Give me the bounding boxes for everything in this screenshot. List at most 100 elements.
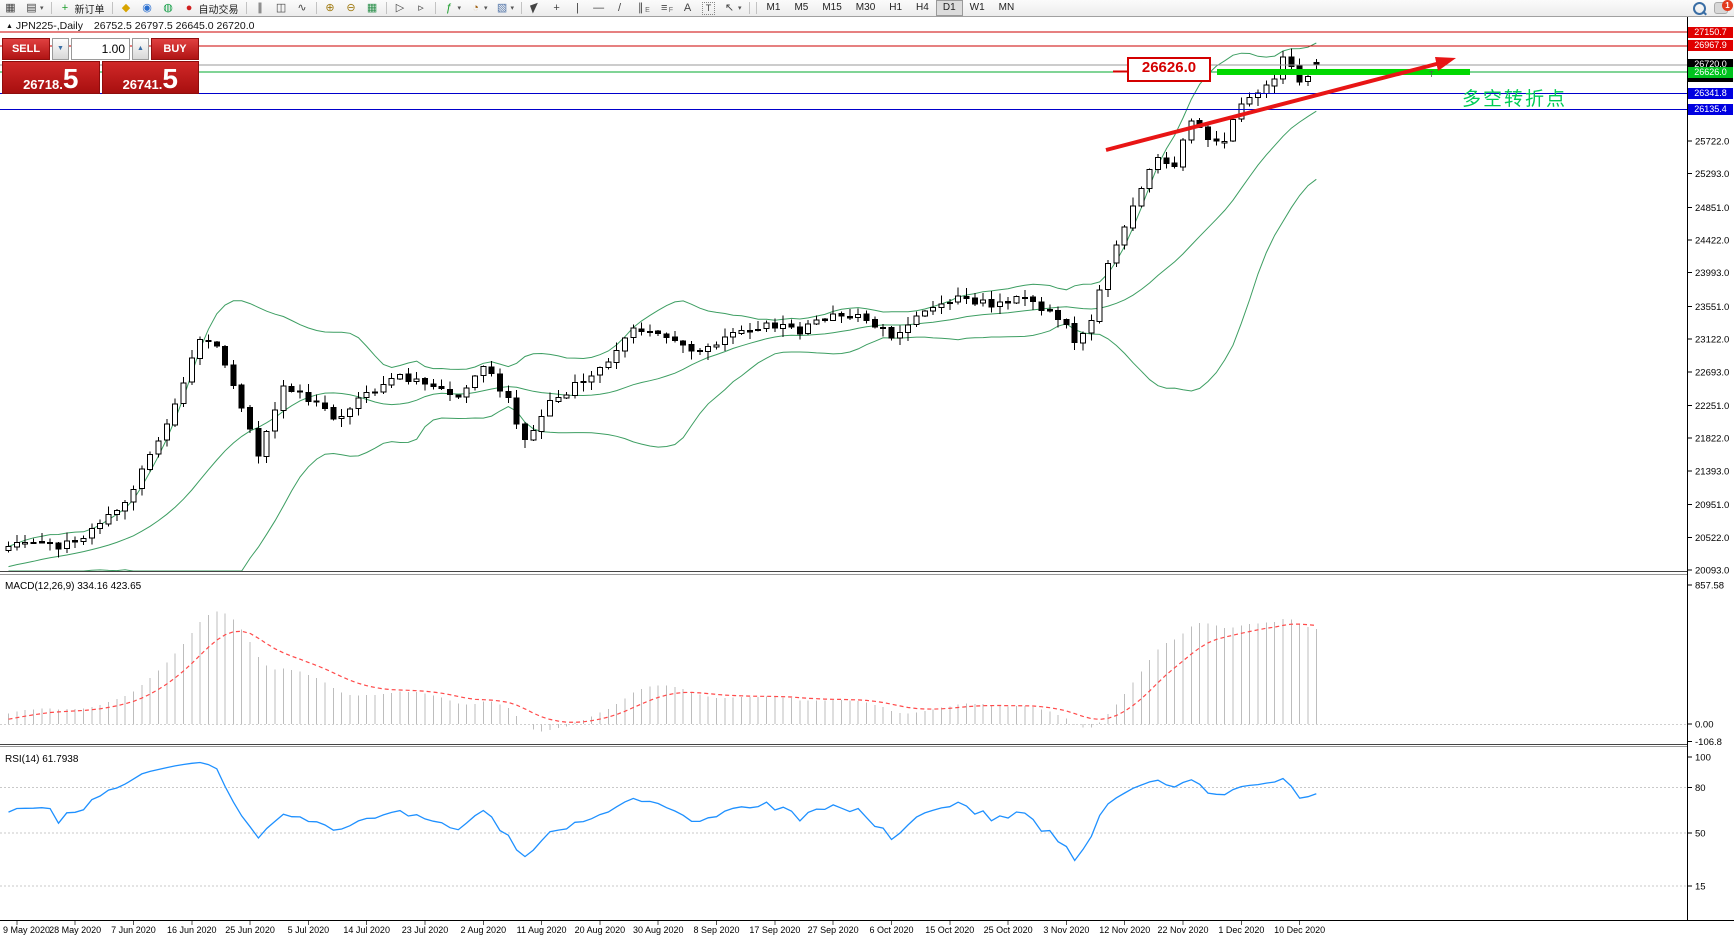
date-tick-label: 30 Aug 2020 <box>633 925 684 935</box>
sell-price[interactable]: 26718. 5 <box>2 61 100 94</box>
fibonacci-icon[interactable]: ≡ F <box>661 1 674 14</box>
toolbar-separator <box>755 2 757 14</box>
date-tick-label: 3 Nov 2020 <box>1043 925 1089 935</box>
toolbar-separator <box>748 2 750 14</box>
zoom-out-icon[interactable]: ⊖ <box>346 1 356 14</box>
chart-title: ▲ JPN225-,Daily 26752.5 26797.5 26645.0 … <box>6 20 254 32</box>
support-segment[interactable] <box>1217 68 1470 75</box>
macd-indicator <box>0 611 1687 732</box>
bollinger-bands <box>8 42 1317 572</box>
toolbar-separator <box>50 2 52 14</box>
timeframe-m1[interactable]: M1 <box>766 2 781 13</box>
timeframe-h4[interactable]: H4 <box>916 2 929 13</box>
text-icon[interactable]: A <box>683 1 692 14</box>
toolbar: ▦ ▤ ▾ + 新订单 ◆ ◉ ◍ ● 自动交易 ∥ ◫ ∿ ⊕ ⊖ ▦ ▷ ▹ ƒ ▾ ◔ ▾ ▧ ▾ ◤ + | — / ∥ E ≡ F A T… <box>0 0 1734 17</box>
rsi-indicator <box>0 761 1687 887</box>
macd-scale-label: 857.58 <box>1695 581 1724 592</box>
date-tick-label: 9 May 2020 <box>3 925 50 935</box>
vertical-line-icon[interactable]: | <box>576 1 579 14</box>
line-price-label: 26135.4 <box>1688 103 1733 115</box>
sell-button[interactable]: SELL <box>2 38 50 60</box>
timeframe-d1[interactable]: D1 <box>935 0 963 16</box>
rsi-label: RSI(14) 61.7938 <box>5 754 79 765</box>
chart-symbol-period: JPN225-,Daily <box>15 20 83 32</box>
annotation-text[interactable]: 多空转折点 <box>1462 89 1568 110</box>
templates-icon[interactable]: ▧ ▾ <box>496 1 515 14</box>
auto-scroll-icon[interactable]: ▷ <box>395 1 405 14</box>
candlestick-chart-icon[interactable]: ◫ <box>275 1 287 14</box>
macd-scale-label: -106.8 <box>1695 737 1722 748</box>
date-tick-label: 1 Dec 2020 <box>1218 925 1264 935</box>
timeframe-h1[interactable]: H1 <box>889 2 903 13</box>
deposit-icon[interactable]: ◆ <box>121 1 131 14</box>
volume-decrease-button[interactable]: ▼ <box>52 38 69 60</box>
buy-price-pip: 5 <box>162 63 178 94</box>
chart-collapse-icon[interactable]: ▲ <box>6 23 13 30</box>
buy-button[interactable]: BUY <box>151 38 199 60</box>
bar-chart-icon[interactable]: ∥ <box>257 1 263 14</box>
date-tick-label: 27 Sep 2020 <box>808 925 859 935</box>
arrows-objects-icon[interactable]: ↖ ▾ <box>724 1 742 14</box>
date-tick-label: 10 Dec 2020 <box>1274 925 1325 935</box>
date-tick-label: 7 Jun 2020 <box>111 925 156 935</box>
signals-icon[interactable]: ◍ <box>163 1 173 14</box>
price-tick-label: 20951.0 <box>1695 500 1729 511</box>
notifications-icon[interactable]: 1 <box>1714 0 1733 14</box>
candles-layer <box>5 48 1320 558</box>
text-label-icon[interactable]: T <box>698 0 719 16</box>
date-tick-label: 25 Jun 2020 <box>225 925 275 935</box>
date-tick-label: 6 Oct 2020 <box>869 925 913 935</box>
timeframe-bar: M1 M5 M15 M30 H1 H4 D1 W1 MN <box>760 0 1022 16</box>
line-chart-icon[interactable]: ∿ <box>297 1 307 14</box>
search-icon[interactable] <box>1693 1 1706 15</box>
toolbar-separator <box>315 2 317 14</box>
profiles-icon[interactable]: ▤ ▾ <box>26 1 44 14</box>
price-tick-label: 23993.0 <box>1695 268 1729 279</box>
timeframe-m30[interactable]: M30 <box>855 2 876 13</box>
volume-increase-button[interactable]: ▲ <box>132 38 149 60</box>
line-price-label: 26720.0 <box>1688 59 1733 71</box>
line-price-label: 27150.7 <box>1688 26 1733 38</box>
date-tick-label: 8 Sep 2020 <box>694 925 740 935</box>
price-tick-label: 22693.0 <box>1695 367 1729 378</box>
line-price-label: 26967.9 <box>1688 40 1733 52</box>
timeframe-m5[interactable]: M5 <box>794 2 809 13</box>
price-tick-label: 21393.0 <box>1695 466 1729 477</box>
line-price-label: 26626.0 <box>1688 66 1733 78</box>
sell-price-dot: . <box>59 77 63 92</box>
indicators-icon[interactable]: ƒ ▾ <box>445 1 462 14</box>
price-tick-label: 25722.0 <box>1695 136 1729 147</box>
periods-icon[interactable]: ◔ ▾ <box>472 1 488 14</box>
tile-windows-icon[interactable]: ▦ <box>366 1 378 14</box>
equidistant-channel-icon[interactable]: ∥ E <box>637 1 650 14</box>
price-callout-box[interactable]: 26626.0 <box>1127 57 1211 82</box>
date-tick-label: 5 Jul 2020 <box>288 925 330 935</box>
price-tick-label: 25293.0 <box>1695 169 1729 180</box>
date-tick-label: 25 Oct 2020 <box>984 925 1033 935</box>
trend-arrow-line[interactable] <box>1105 59 1447 152</box>
auto-trading-button[interactable]: ● 自动交易 <box>185 1 239 16</box>
new-chart-icon[interactable]: ▦ <box>5 1 16 14</box>
rsi-scale-label: 100 <box>1695 753 1711 764</box>
zoom-in-icon[interactable]: ⊕ <box>325 1 335 14</box>
crosshair-icon[interactable]: + <box>553 1 560 14</box>
timeframe-w1[interactable]: W1 <box>969 2 985 13</box>
price-tick-label: 20522.0 <box>1695 533 1729 544</box>
volume-input[interactable]: 1.00 <box>71 38 130 60</box>
timeframe-mn[interactable]: MN <box>998 2 1015 13</box>
macd-scale-label: 0.00 <box>1695 720 1714 731</box>
rsi-line <box>8 761 1317 862</box>
chart-shift-icon[interactable]: ▹ <box>418 1 424 14</box>
trendline-icon[interactable]: / <box>618 1 622 14</box>
price-tick-label: 24851.0 <box>1695 203 1729 214</box>
notification-badge: 1 <box>1722 0 1733 11</box>
price-tick-label: 23122.0 <box>1695 335 1729 346</box>
timeframe-m15[interactable]: M15 <box>822 2 842 13</box>
buy-price[interactable]: 26741. 5 <box>101 61 199 94</box>
horizontal-line-icon[interactable]: — <box>593 1 605 14</box>
new-order-button[interactable]: + 新订单 <box>61 1 105 16</box>
toolbar-separator <box>385 2 387 14</box>
community-icon[interactable]: ◉ <box>142 1 152 14</box>
toolbar-separator <box>111 2 113 14</box>
